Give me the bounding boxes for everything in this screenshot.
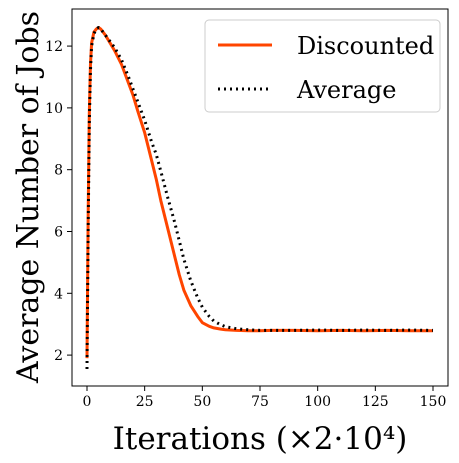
x-tick-label-3: 75 xyxy=(251,394,269,410)
y-tick-label-5: 12 xyxy=(45,39,63,55)
y-tick-label-0: 2 xyxy=(54,348,63,364)
ticks: 0 25 50 75 100 125 150 2 4 6 8 10 12 xyxy=(45,39,446,410)
y-tick-label-2: 6 xyxy=(54,224,63,240)
y-tick-label-1: 4 xyxy=(54,286,63,302)
x-tick-label-2: 50 xyxy=(193,394,211,410)
legend-label-discounted: Discounted xyxy=(297,32,434,60)
legend-label-average: Average xyxy=(296,76,396,104)
series-layer xyxy=(85,26,434,370)
legend: Discounted Average xyxy=(204,19,441,113)
series-line-average xyxy=(85,26,434,370)
y-tick-label-4: 10 xyxy=(45,101,63,117)
x-tick-label-0: 0 xyxy=(83,394,92,410)
y-axis-title: Average Number of Jobs xyxy=(11,11,46,384)
x-tick-label-6: 150 xyxy=(420,394,447,410)
x-tick-label-5: 125 xyxy=(362,394,389,410)
legend-box xyxy=(204,19,441,113)
x-tick-label-1: 25 xyxy=(136,394,154,410)
y-tick-label-3: 8 xyxy=(54,163,63,179)
x-tick-label-4: 100 xyxy=(304,394,331,410)
x-axis-title: Iterations (×2·10⁴) xyxy=(113,421,408,457)
